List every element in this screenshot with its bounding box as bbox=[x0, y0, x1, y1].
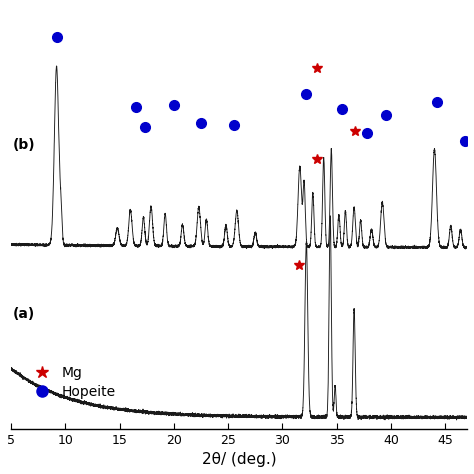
Text: (b): (b) bbox=[13, 138, 36, 152]
X-axis label: 2θ/ (deg.): 2θ/ (deg.) bbox=[202, 452, 276, 467]
Legend: Mg, Hopeite: Mg, Hopeite bbox=[22, 360, 121, 405]
Text: (a): (a) bbox=[13, 307, 36, 321]
